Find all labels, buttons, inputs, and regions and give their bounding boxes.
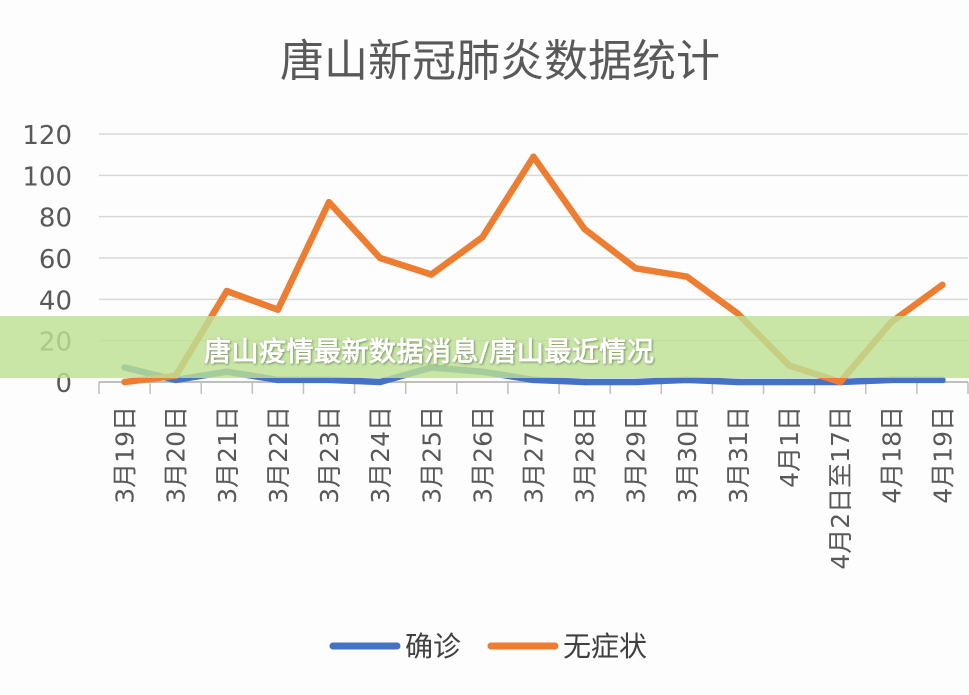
data-point (530, 376, 537, 384)
data-point (121, 378, 128, 386)
x-tick-label: 3月19日 (111, 406, 140, 504)
x-tick-label: 3月30日 (673, 406, 702, 504)
x-tick-label: 3月28日 (571, 406, 600, 504)
data-point (581, 378, 588, 386)
data-point (325, 376, 333, 384)
data-point (581, 225, 588, 233)
data-point (888, 376, 895, 384)
banner-text: 唐山疫情最新数据消息/唐山最近情况 (204, 337, 655, 368)
x-tick-label: 4月18日 (877, 406, 906, 504)
data-point (223, 287, 230, 295)
x-tick-label: 4月1日 (775, 406, 804, 488)
y-tick-label: 100 (22, 162, 72, 192)
x-tick-label: 3月22日 (264, 406, 293, 504)
x-tick-label: 3月24日 (366, 406, 395, 504)
data-point (632, 378, 639, 386)
data-point (837, 378, 844, 386)
data-point (530, 153, 537, 160)
y-tick-label: 60 (39, 245, 72, 275)
data-point (479, 234, 486, 241)
data-point (683, 273, 691, 280)
data-point (325, 199, 333, 206)
legend-label-asymptomatic: 无症状 (563, 630, 647, 663)
y-tick-label: 80 (39, 204, 72, 234)
x-tick-label: 3月20日 (162, 406, 191, 504)
legend: 确诊 无症状 (329, 630, 647, 663)
data-point (683, 376, 691, 384)
y-tick-label: 40 (39, 286, 72, 316)
legend-label-confirmed: 确诊 (405, 630, 461, 663)
x-tick-label: 3月23日 (315, 406, 344, 504)
x-tick-label: 3月26日 (468, 406, 497, 504)
x-tick-label: 3月31日 (724, 406, 753, 504)
x-axis: 3月19日 3月20日 3月21日 3月22日 3月23日 3月24日 3月25日 3月26日… (98, 381, 969, 570)
data-point (376, 254, 384, 262)
data-point (734, 310, 742, 317)
x-tick-label: 3月29日 (622, 406, 651, 504)
data-point (785, 378, 793, 386)
data-point (428, 271, 435, 278)
x-tick-label: 4月2日至17日 (826, 406, 855, 570)
watermark-banner (0, 316, 969, 378)
x-tick-label: 3月27日 (520, 406, 549, 504)
data-point (939, 281, 946, 289)
data-point (939, 376, 946, 384)
data-point (274, 306, 282, 313)
x-tick-label: 3月21日 (213, 406, 242, 504)
chart-title: 唐山新冠肺炎数据统计 (280, 36, 720, 87)
gridlines (99, 133, 968, 342)
x-tick-label: 3月25日 (417, 406, 446, 504)
data-point (734, 378, 742, 386)
y-tick-label: 120 (22, 121, 72, 151)
data-point (376, 378, 384, 386)
data-point (274, 376, 282, 384)
data-point (632, 265, 639, 272)
x-tick-label: 4月19日 (928, 406, 957, 504)
